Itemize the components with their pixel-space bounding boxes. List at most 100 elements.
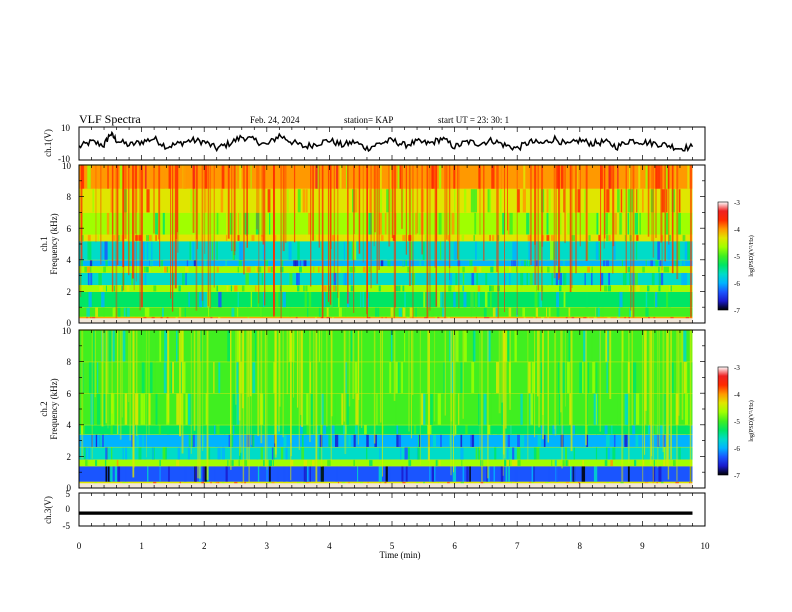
spectrogram-cell — [497, 285, 500, 292]
spectrogram-cell — [207, 446, 211, 460]
spectrogram-sferic — [419, 330, 421, 465]
spectrogram-cell — [401, 434, 404, 447]
spectrogram-cell — [247, 291, 249, 308]
spectrogram-sferic — [230, 330, 232, 434]
xtick-4: 4 — [327, 541, 332, 551]
spectrogram-cell — [556, 307, 560, 317]
spectrogram-cell — [343, 272, 347, 286]
spectrogram-sferic — [655, 165, 657, 238]
spectrogram-sferic — [604, 165, 606, 239]
spectrogram-cell — [307, 307, 309, 317]
spectrogram-band — [79, 285, 693, 292]
spectrogram-cell — [106, 212, 110, 235]
spectrogram-cell — [211, 240, 214, 260]
spectrogram-cell — [499, 188, 502, 213]
spectrogram-cell — [351, 240, 354, 260]
spectrogram-cell — [217, 459, 221, 466]
spectrogram-sferic — [373, 330, 376, 444]
spectrogram-cell — [475, 165, 479, 189]
spectrogram-cell — [463, 330, 467, 362]
spectrogram-sferic — [564, 165, 566, 244]
spectrogram-cell — [611, 424, 613, 435]
spectrogram-cell — [208, 240, 211, 260]
spectrogram-cell — [623, 188, 627, 213]
spectrogram-cell — [667, 240, 671, 260]
spectrogram-cell — [514, 446, 517, 460]
spectrogram-cell — [627, 307, 630, 317]
spectrogram-cell — [493, 465, 496, 482]
spectrogram-cell — [512, 459, 516, 466]
spectrogram-sferic — [285, 165, 287, 244]
spectrogram-cell — [299, 266, 302, 273]
spectrogram-sferic — [585, 165, 588, 262]
spectrogram-cell — [304, 212, 308, 235]
spectrogram-cell — [328, 285, 330, 292]
spectrogram-cell — [189, 240, 192, 260]
ch1-spectrogram-heatmap — [79, 164, 705, 323]
spectrogram-cell — [413, 424, 417, 435]
spectrogram-cell — [449, 307, 451, 317]
spectrogram-cell — [92, 188, 95, 213]
spectrogram-band — [79, 291, 693, 308]
spectrogram-cell — [604, 459, 608, 466]
spectrogram-cell — [152, 446, 154, 460]
spectrogram-sferic — [264, 165, 266, 306]
spectrogram-cell — [283, 465, 286, 482]
spectrogram-cell — [88, 291, 92, 308]
spectrogram-cell — [261, 272, 264, 286]
spectrogram-sferic — [121, 330, 123, 418]
spectrogram-sferic — [193, 330, 196, 431]
ch1-spec-ytick-6: 6 — [67, 224, 72, 234]
spectrogram-cell — [587, 361, 589, 394]
spectrogram-cell — [407, 307, 410, 317]
spectrogram-cell — [221, 446, 226, 460]
spectrogram-cell — [317, 330, 319, 362]
spectrogram-cell — [109, 330, 112, 362]
spectrogram-cell — [463, 291, 467, 308]
spectrogram-cell — [239, 361, 243, 394]
spectrogram-cell — [608, 434, 610, 447]
spectrogram-cell — [404, 240, 407, 260]
spectrogram-cell — [263, 459, 265, 466]
spectrogram-sferic — [600, 165, 602, 292]
spectrogram-sferic — [198, 330, 201, 479]
spectrogram-sferic — [158, 165, 160, 240]
spectrogram-cell — [508, 465, 510, 482]
spectrogram-cell — [366, 434, 369, 447]
spectrogram-cell — [302, 188, 306, 213]
spectrogram-cell — [178, 285, 181, 292]
spectrogram-cell — [333, 393, 336, 425]
spectrogram-cell — [336, 165, 338, 189]
spectrogram-cell — [678, 446, 681, 460]
spectrogram-cell — [280, 446, 284, 460]
spectrogram-cell — [369, 361, 372, 394]
spectrogram-sferic — [261, 165, 263, 237]
spectrogram-cell — [184, 165, 187, 189]
spectrogram-sferic — [293, 165, 296, 243]
spectrogram-cell — [220, 188, 224, 213]
spectrogram-sferic — [170, 165, 172, 299]
spectrogram-sferic — [487, 330, 489, 479]
spectrogram-cell — [520, 272, 524, 286]
spectrogram-cell — [128, 259, 131, 267]
spectrogram-sferic — [658, 330, 660, 447]
spectrogram-cell — [299, 424, 303, 435]
spectrogram-cell — [299, 259, 302, 267]
spectrogram-sferic — [235, 330, 237, 405]
spectrogram-cell — [684, 393, 689, 425]
spectrogram-cell — [95, 459, 98, 466]
spectrogram-cell — [357, 465, 359, 482]
spectrogram-cell — [315, 272, 318, 286]
spectrogram-cell — [103, 307, 105, 317]
spectrogram-cell — [422, 240, 425, 260]
spectrogram-cell — [469, 465, 471, 482]
spectrogram-cell — [204, 465, 208, 482]
spectrogram-cell — [135, 234, 138, 241]
spectrogram-sferic — [370, 165, 372, 289]
spectrogram-cell — [500, 465, 504, 482]
spectrogram-cell — [250, 259, 254, 267]
spectrogram-cell — [293, 259, 296, 267]
spectrogram-cell — [267, 266, 271, 273]
xtick-5: 5 — [390, 541, 395, 551]
spectrogram-cell — [427, 291, 430, 308]
